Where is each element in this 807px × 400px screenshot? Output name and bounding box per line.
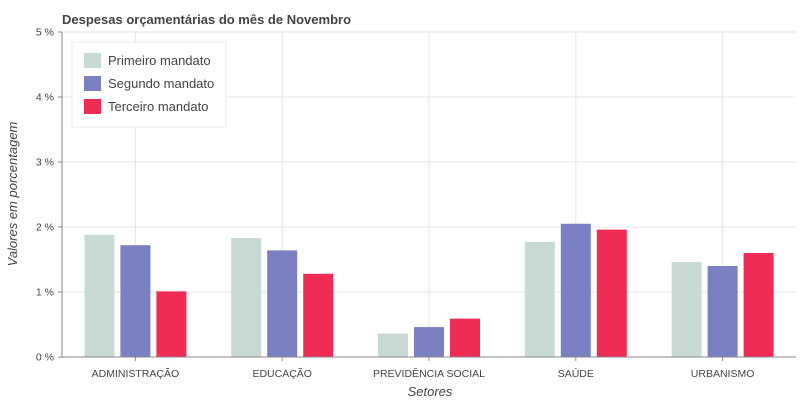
bar xyxy=(671,262,702,357)
legend-label: Segundo mandato xyxy=(108,76,214,91)
bar xyxy=(450,318,480,357)
y-tick-label: 5 % xyxy=(36,27,54,39)
bar xyxy=(560,223,591,357)
x-axis: ADMINISTRAÇÃO EDUCAÇÃO PREVIDÊNCIA SOCIAL S… xyxy=(62,356,796,380)
y-tick-label: 2 % xyxy=(36,222,54,234)
legend-swatch xyxy=(84,99,101,114)
bar xyxy=(414,327,444,357)
bar xyxy=(707,266,738,357)
bar xyxy=(84,234,115,357)
bar xyxy=(120,245,151,357)
legend-swatch xyxy=(84,76,101,91)
bar xyxy=(303,273,334,357)
y-tick-label: 1 % xyxy=(36,287,54,299)
y-tick-label: 3 % xyxy=(36,157,54,169)
x-tick-label: SAÚDE xyxy=(558,367,594,380)
legend-label: Primeiro mandato xyxy=(108,53,211,68)
legend: Primeiro mandato Segundo mandato Terceiro … xyxy=(71,41,227,128)
bar xyxy=(267,250,298,357)
x-tick-label: EDUCAÇÃO xyxy=(252,367,312,380)
chart-title: Despesas orçamentárias do mês de Novembr… xyxy=(62,12,351,27)
bar xyxy=(378,333,408,357)
bars xyxy=(84,223,774,357)
x-axis-title: Setores xyxy=(408,384,453,399)
y-axis-title: Valores em porcentagem xyxy=(5,121,20,266)
y-axis: 0 % 1 % 2 % 3 % 4 % 5 % xyxy=(36,27,63,364)
bar xyxy=(524,241,555,357)
legend-label: Terceiro mandato xyxy=(108,99,208,114)
legend-swatch xyxy=(84,53,101,68)
y-tick-label: 4 % xyxy=(36,92,54,104)
bar xyxy=(743,253,774,357)
bar xyxy=(231,238,262,357)
x-tick-label: PREVIDÊNCIA SOCIAL xyxy=(373,367,485,380)
x-tick-label: ADMINISTRAÇÃO xyxy=(92,367,180,380)
bar xyxy=(156,291,187,357)
bar xyxy=(596,229,627,357)
y-tick-label: 0 % xyxy=(36,352,54,364)
x-tick-label: URBANISMO xyxy=(691,368,755,380)
